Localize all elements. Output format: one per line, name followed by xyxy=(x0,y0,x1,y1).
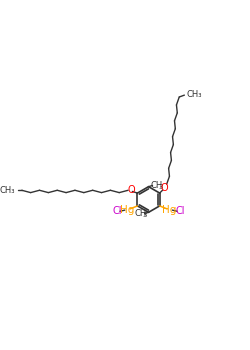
Text: CH₃: CH₃ xyxy=(0,186,15,195)
Text: Hg: Hg xyxy=(120,205,135,215)
Text: O: O xyxy=(127,185,135,195)
Text: CH₃: CH₃ xyxy=(186,90,202,99)
Text: Cl: Cl xyxy=(112,206,122,216)
Text: 3: 3 xyxy=(159,184,164,190)
Text: O: O xyxy=(160,183,168,194)
Text: CH: CH xyxy=(134,209,146,218)
Text: CH: CH xyxy=(150,181,163,190)
Text: Cl: Cl xyxy=(176,206,185,216)
Text: 3: 3 xyxy=(143,212,147,218)
Text: Hg: Hg xyxy=(162,205,177,215)
